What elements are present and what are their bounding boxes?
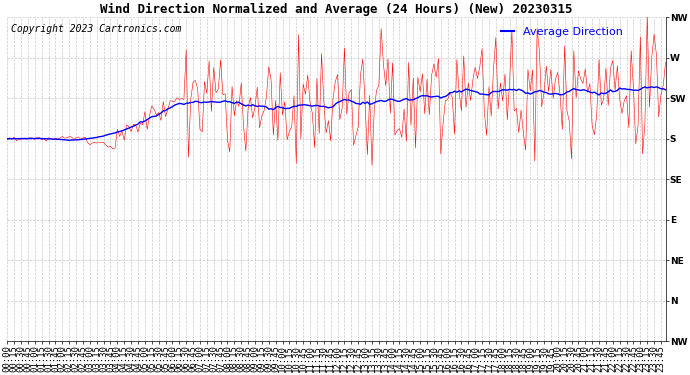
Legend: Average Direction: Average Direction [496,22,627,42]
Text: Copyright 2023 Cartronics.com: Copyright 2023 Cartronics.com [10,24,181,33]
Title: Wind Direction Normalized and Average (24 Hours) (New) 20230315: Wind Direction Normalized and Average (2… [100,3,573,16]
